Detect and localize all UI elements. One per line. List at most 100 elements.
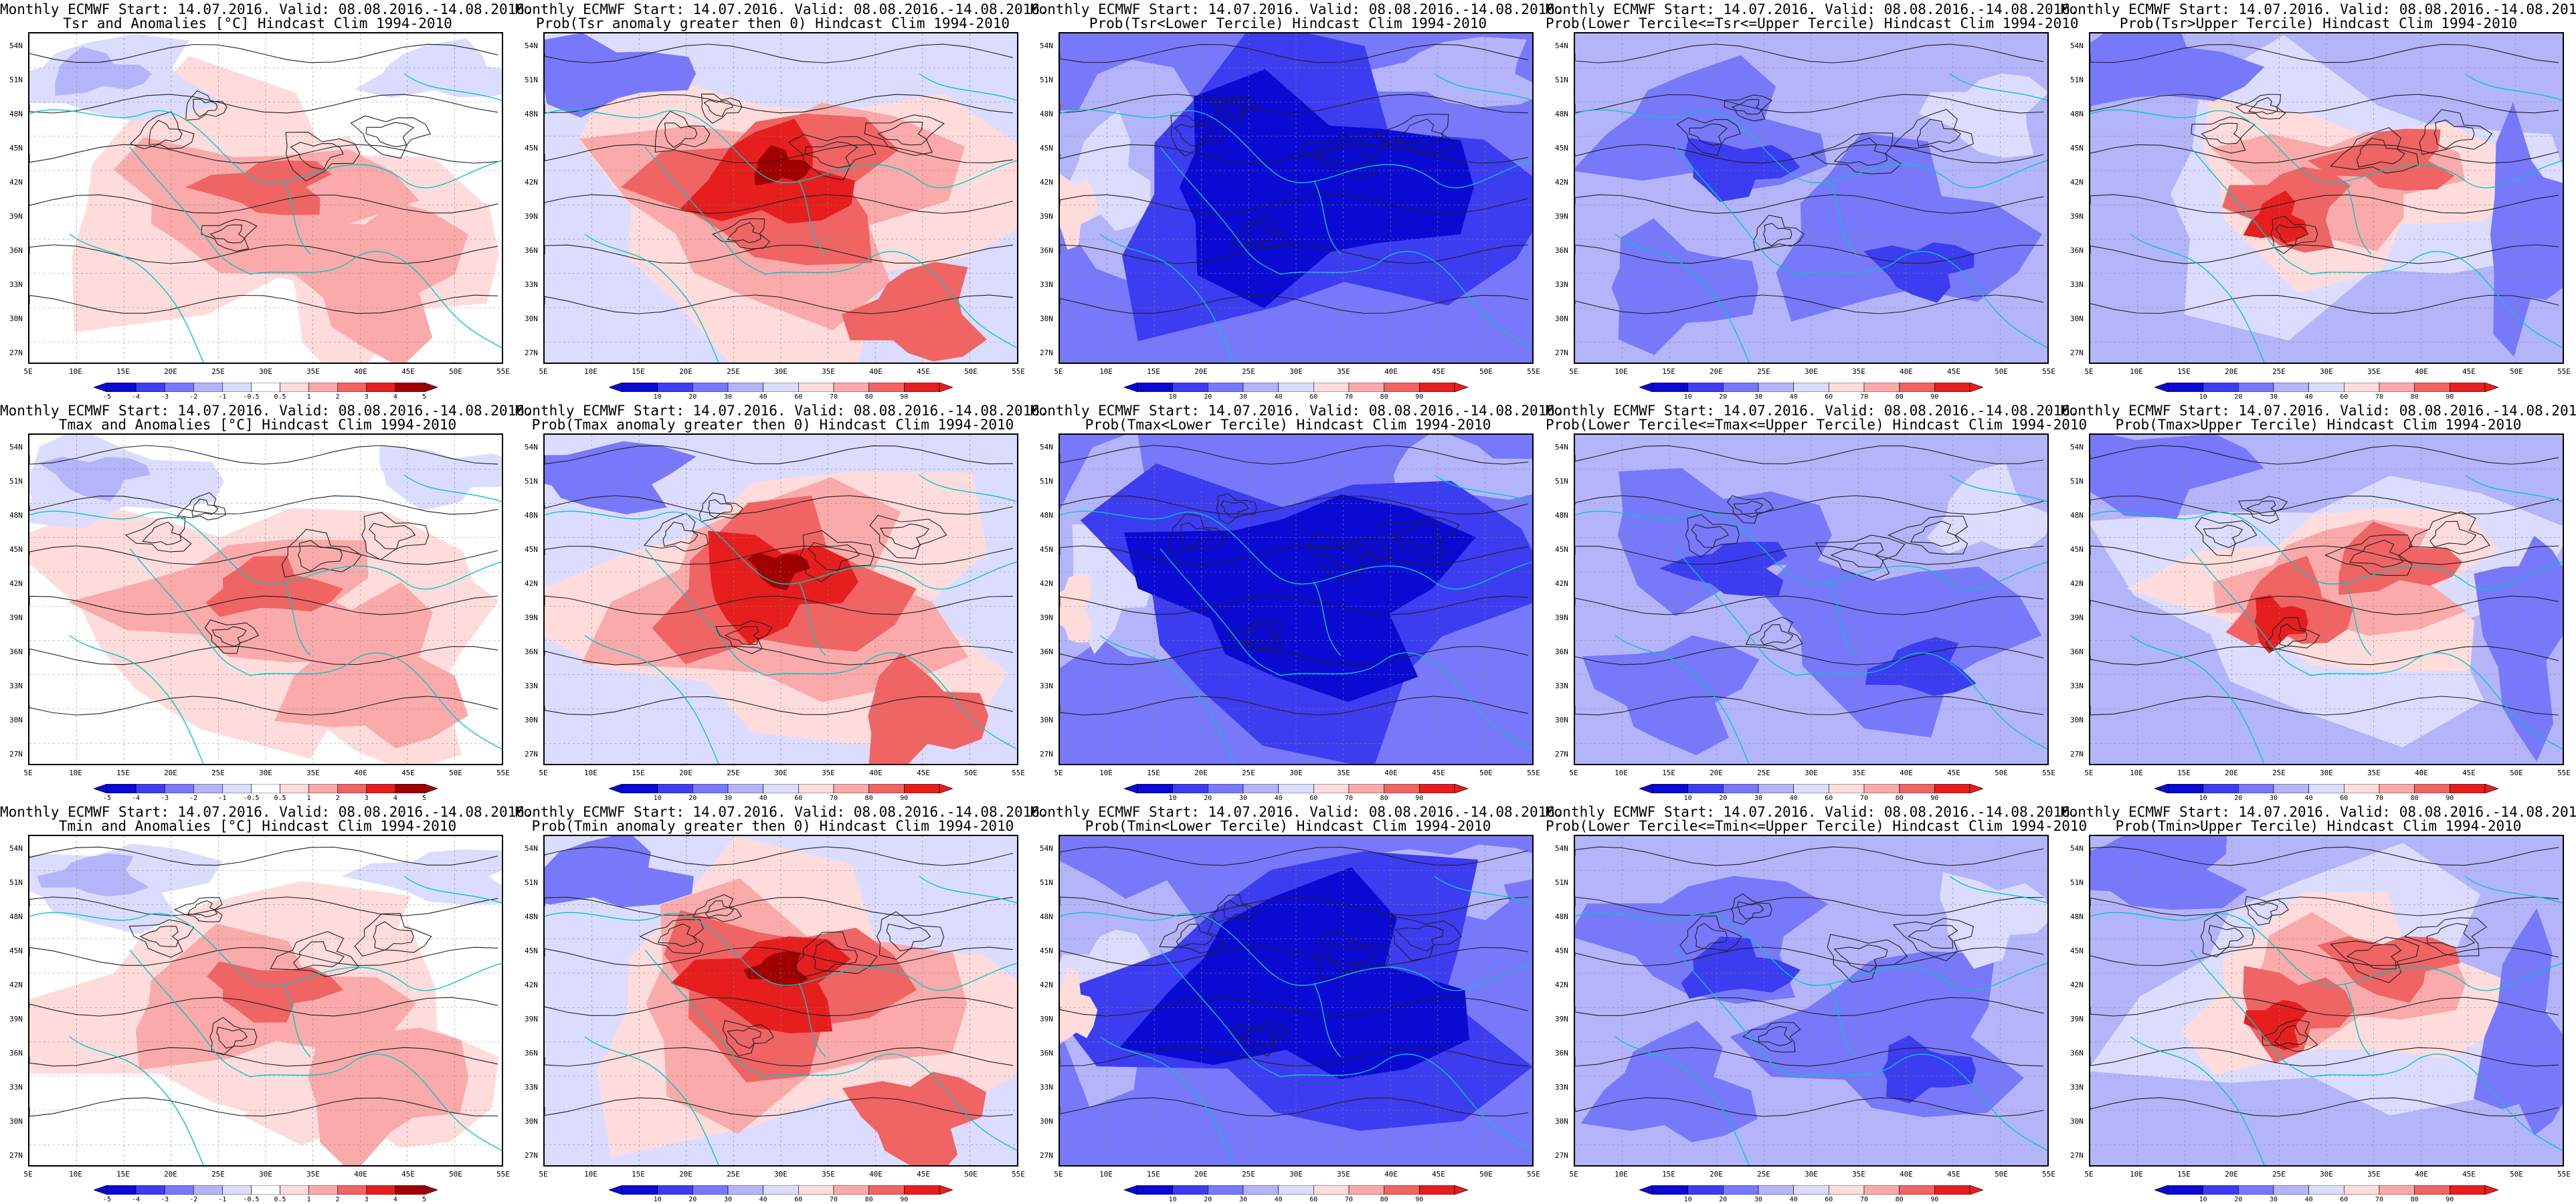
latitude-label: 45N (1555, 545, 1568, 554)
panel-title-line2: Tsr and Anomalies [°C] Hindcast Clim 199… (63, 15, 452, 31)
shaded-field (37, 853, 150, 897)
latitude-label: 39N (1555, 613, 1568, 622)
latitude-label: 45N (1555, 144, 1568, 153)
legend-tick-label: -3 (161, 1196, 169, 1203)
longitude-label: 30E (2320, 1170, 2333, 1179)
shaded-field (274, 201, 468, 363)
map-area (2089, 835, 2564, 1167)
legend-tick-label: 80 (2410, 393, 2419, 401)
longitude-label: 10E (584, 367, 597, 376)
legend-tick-label: 40 (2304, 795, 2313, 802)
longitude-label: 35E (822, 1170, 835, 1179)
temperature-contours (29, 846, 498, 1117)
shaded-field (545, 836, 694, 908)
latitude-label: 36N (1040, 647, 1053, 656)
latitude-label: 39N (2070, 613, 2084, 622)
latitude-label: 42N (525, 178, 538, 187)
longitude-label: 30E (1805, 367, 1818, 376)
legend-tick-label: 40 (1789, 393, 1798, 401)
latitude-label: 33N (1040, 280, 1053, 289)
legend-tick-label: 3 (364, 1196, 369, 1203)
latitude-label: 48N (2070, 110, 2084, 118)
latitude-label: 27N (525, 348, 538, 357)
latitude-label: 45N (525, 144, 538, 153)
latitude-label: 39N (9, 212, 23, 221)
longitude-label: 10E (1099, 1170, 1113, 1179)
shaded-field (754, 145, 811, 186)
legend-tick-label: 30 (1238, 795, 1248, 802)
latitude-label: 51N (1555, 878, 1568, 887)
legend-tick-label: 10 (653, 393, 662, 401)
panel-title-line1: Monthly ECMWF Start: 14.07.2016. Valid: … (1030, 1, 1564, 17)
longitude-label: 55E (2557, 1170, 2571, 1179)
longitude-label: 35E (2367, 769, 2381, 777)
latitude-label: 51N (2070, 878, 2084, 887)
legend-tick-label: 90 (1930, 1196, 1939, 1203)
map-plot (1575, 33, 2047, 363)
latitude-label: 51N (9, 76, 23, 84)
latitude-label: 33N (2070, 682, 2084, 690)
coastline (2090, 876, 2563, 1165)
panel-title-line1: Monthly ECMWF Start: 14.07.2016. Valid: … (2061, 403, 2576, 419)
legend-tick-label: 60 (794, 393, 803, 401)
longitude-label: 45E (2462, 1170, 2476, 1179)
legend-tick-label: 90 (1415, 795, 1424, 802)
shaded-field (1354, 37, 1532, 108)
longitude-label: 5E (23, 1170, 33, 1179)
legend-tick-label: 30 (1754, 1196, 1763, 1203)
coastline (1060, 876, 1532, 1165)
latitude-label: 48N (9, 110, 23, 118)
longitude-label: 30E (1289, 769, 1303, 777)
longitude-label: 15E (632, 367, 645, 376)
shaded-field (1776, 132, 2043, 322)
longitude-label: 10E (69, 367, 82, 376)
latitude-label: 30N (9, 1117, 23, 1126)
longitude-label: 5E (2084, 367, 2094, 376)
longitude-label: 40E (2415, 367, 2428, 376)
shaded-field (1179, 69, 1474, 308)
map-panel: Monthly ECMWF Start: 14.07.2016. Valid: … (0, 0, 533, 401)
panel-title-line2: Prob(Tmax<Lower Tercile) Hindcast Clim 1… (1085, 417, 1491, 433)
longitude-label: 20E (2225, 367, 2238, 376)
latitude-label: 27N (2070, 348, 2084, 357)
legend-tick-label: 1 (306, 1196, 311, 1203)
longitude-label: 15E (116, 769, 130, 777)
map-panel: Monthly ECMWF Start: 14.07.2016. Valid: … (1030, 0, 1564, 401)
longitude-label: 10E (1615, 1170, 1628, 1179)
latitude-label: 54N (1040, 844, 1053, 853)
shaded-field (1760, 553, 2042, 738)
longitude-label: 10E (2130, 367, 2143, 376)
legend-tick-label: 5 (422, 393, 427, 401)
temperature-contours (29, 445, 498, 716)
map-area (2089, 32, 2564, 364)
longitude-label: 40E (1900, 1170, 1913, 1179)
map-area (1059, 835, 1534, 1167)
latitude-label: 54N (525, 443, 538, 452)
legend-tick-label: 40 (1274, 795, 1283, 802)
map-area (543, 433, 1018, 765)
longitude-label: 45E (1432, 769, 1445, 777)
latitude-label: 33N (525, 682, 538, 690)
longitude-label: 45E (2462, 367, 2476, 376)
latitude-label: 48N (525, 511, 538, 520)
latitude-label: 39N (9, 613, 23, 622)
latitude-label: 33N (525, 280, 538, 289)
longitude-label: 45E (401, 769, 415, 777)
legend-tick-label: -4 (132, 1196, 141, 1203)
latitude-label: 42N (1555, 178, 1568, 187)
longitude-label: 40E (1384, 1170, 1398, 1179)
latitude-label: 45N (1040, 946, 1053, 955)
longitude-label: 20E (1710, 769, 1723, 777)
latitude-label: 48N (2070, 912, 2084, 921)
panel-title-line1: Monthly ECMWF Start: 14.07.2016. Valid: … (515, 1, 1048, 17)
legend-tick-label: 40 (1789, 1196, 1798, 1203)
shaded-field (1684, 138, 1801, 202)
shaded-field (2090, 33, 2265, 106)
latitude-label: 42N (9, 579, 23, 588)
legend-tick-label: 80 (1895, 795, 1904, 802)
latitude-label: 51N (1040, 878, 1053, 887)
shaded-field (743, 951, 809, 987)
longitude-label: 35E (306, 1170, 320, 1179)
shaded-field (354, 38, 502, 98)
longitude-label: 5E (1054, 367, 1063, 376)
